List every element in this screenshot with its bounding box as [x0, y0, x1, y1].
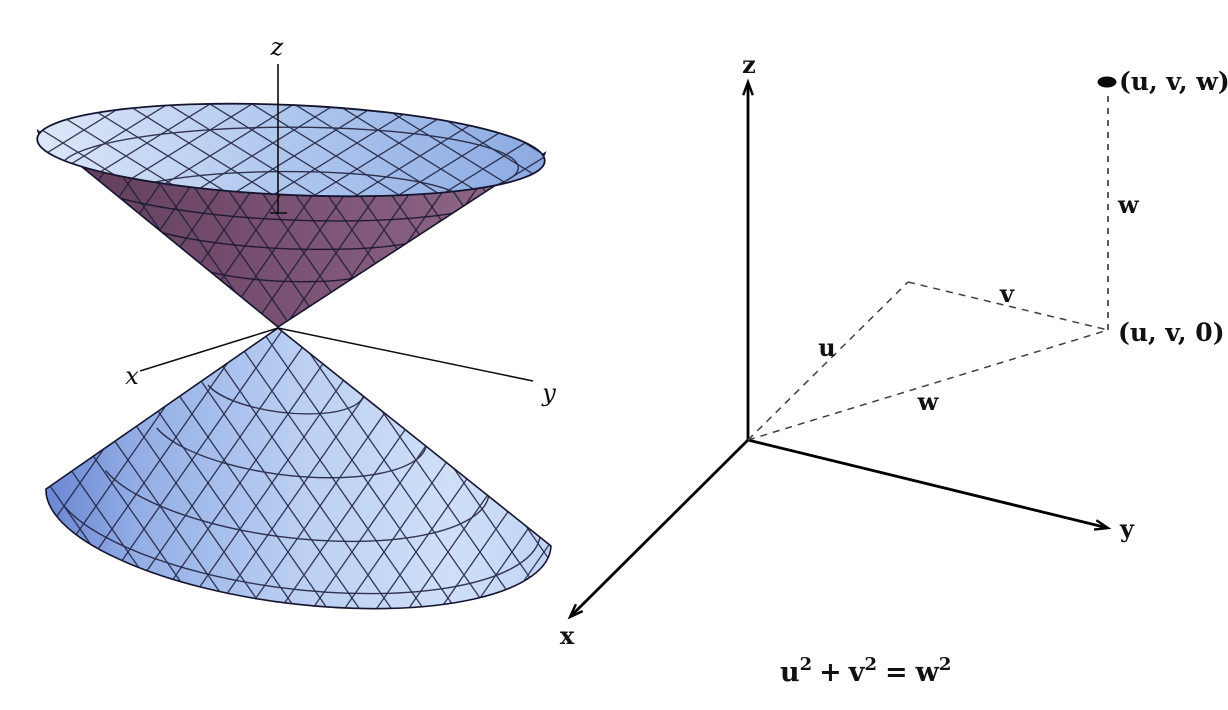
point-uvw-label: (u, v, w): [1119, 67, 1228, 96]
uvw-coordinate-diagram: z y x u v w w (u, v, w) (u, v, 0) u2 + v2 =…: [560, 50, 1228, 688]
right-x-axis-line: [572, 439, 749, 615]
right-y-axis-arrowhead: [1093, 519, 1112, 531]
right-y-axis-line: [747, 438, 1107, 529]
left-y-axis-label: y: [541, 379, 556, 407]
point-uv0-label: (u, v, 0): [1118, 318, 1225, 347]
lower-cone-mesh: [45, 328, 551, 609]
right-z-axis-label: z: [742, 50, 756, 79]
right-z-axis-arrowhead: [742, 78, 754, 96]
right-x-axis-label: x: [560, 621, 575, 650]
dashed-segment-u: [747, 281, 909, 441]
left-x-axis-line: [139, 327, 279, 372]
left-y-axis-line: [277, 327, 534, 382]
equation-label: u2 + v2 = w2: [780, 654, 951, 688]
segment-label-w-vertical: w: [1117, 190, 1140, 219]
segment-label-w-floor: w: [917, 387, 940, 416]
double-cone-plot: z x y: [35, 33, 556, 610]
point-uvw-dot: [1097, 76, 1117, 88]
left-z-axis-label: z: [270, 33, 284, 61]
segment-label-u: u: [818, 333, 835, 362]
segment-label-v: v: [999, 279, 1015, 308]
dashed-segment-w-floor: [747, 329, 1109, 441]
right-x-axis-arrowhead: [567, 603, 584, 620]
dashed-segment-v: [907, 281, 1109, 331]
left-x-axis-label: x: [125, 362, 139, 390]
right-y-axis-label: y: [1119, 514, 1135, 543]
